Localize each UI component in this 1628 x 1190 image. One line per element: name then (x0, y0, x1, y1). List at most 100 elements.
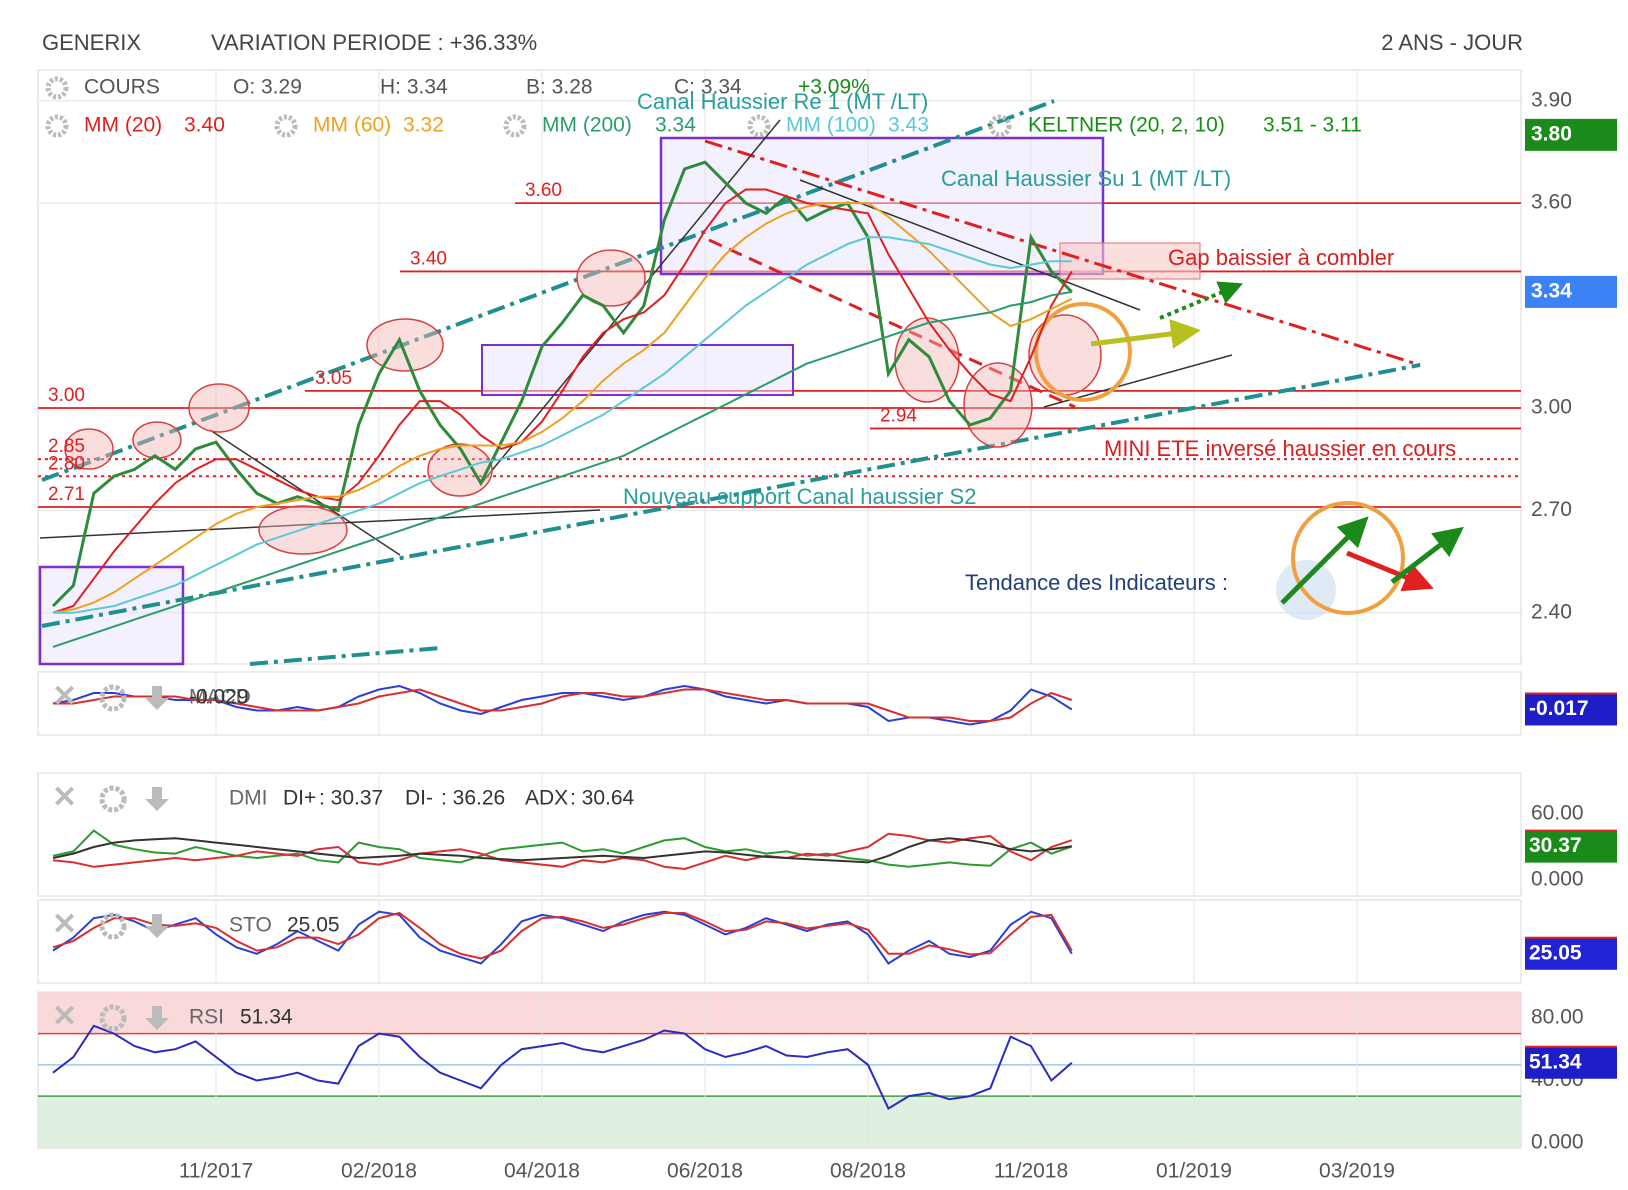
panel-grid (215, 900, 1358, 983)
indicator-value: 51.34 (240, 1006, 293, 1029)
settings-icon (45, 76, 69, 100)
overbought-zone (38, 992, 1521, 1034)
ohlc-label: COURS (84, 76, 160, 99)
price-marker (1525, 118, 1617, 151)
indicator-title: STO (229, 914, 272, 937)
value-box-label: -0.017 (1529, 697, 1589, 720)
annotation: Canal Haussier Re 1 (MT /LT) (637, 89, 928, 114)
legend-value: : 30.37 (319, 787, 383, 810)
x-tick-label: 11/2018 (994, 1160, 1068, 1183)
legend-name: DI+ (283, 787, 316, 810)
ohlc-item: O: 3.29 (233, 76, 302, 99)
annotation: Nouveau support Canal haussier S2 (623, 484, 976, 509)
x-tick-label: 01/2019 (1156, 1160, 1232, 1183)
ohlc-item: H: 3.34 (380, 76, 448, 99)
symbol: GENERIX (42, 30, 141, 55)
panel (37, 899, 1522, 984)
value-box-label: 25.05 (1529, 941, 1582, 964)
settings-icon (99, 684, 127, 712)
settings-icon (747, 114, 771, 138)
y-tick-label: 80.00 (1531, 1005, 1584, 1028)
series-line (52, 910, 1073, 965)
legend-name: MM (20) (84, 114, 162, 137)
x-tick-label: 08/2018 (830, 1160, 906, 1183)
y-tick-label: 0.000 (1531, 868, 1584, 891)
y-tick-label: 2.70 (1531, 498, 1572, 521)
settings-icon (503, 114, 527, 138)
ohlc-item: B: 3.28 (526, 76, 593, 99)
series-line (52, 829, 1073, 868)
legend-name: DI- (405, 787, 433, 810)
x-tick-label: 11/2017 (179, 1160, 253, 1183)
legend-value: 3.40 (184, 114, 225, 137)
move-icon (145, 787, 169, 811)
settings-icon (99, 1004, 127, 1032)
series-line (52, 832, 1073, 871)
legend-name: MM (60) (313, 114, 391, 137)
x-tick-label: 06/2018 (667, 1160, 743, 1183)
series-line (52, 684, 1073, 726)
level-label: 3.05 (315, 368, 352, 389)
panel (37, 671, 1522, 736)
settings-icon (45, 114, 69, 138)
panel (37, 772, 1522, 897)
y-tick-label: 3.60 (1531, 191, 1572, 214)
level-label: 3.00 (48, 385, 85, 406)
value-box-label: 30.37 (1529, 834, 1582, 857)
value-box (1525, 693, 1617, 726)
settings-icon (99, 785, 127, 813)
period: 2 ANS - JOUR (1381, 30, 1523, 55)
level-label: 3.40 (410, 248, 447, 269)
y-tick-label: 0.000 (1531, 1131, 1584, 1154)
move-icon (145, 686, 169, 710)
value-box (1525, 830, 1617, 863)
indicator-title: DMI (229, 787, 268, 810)
panel-grid (215, 773, 1358, 896)
move-icon (145, 1006, 169, 1030)
series-line (51, 160, 1073, 608)
legend-value: 3.32 (403, 114, 444, 137)
y-tick-label: 3.90 (1531, 88, 1572, 111)
legend-value: 3.43 (888, 114, 929, 137)
keltner-value: 3.51 - 3.11 (1263, 114, 1362, 137)
indicator-value: 25.05 (287, 914, 340, 937)
legend-name: MM (200) (542, 114, 632, 137)
legend-value: 3.34 (655, 114, 696, 137)
panel-grid (38, 992, 1521, 1148)
keltner-name: KELTNER (20, 2, 10) (1028, 114, 1225, 137)
series-line (52, 188, 1073, 614)
settings-icon (988, 114, 1012, 138)
settings-icon (99, 912, 127, 940)
series-line (53, 236, 1072, 614)
level-label: 2.85 (48, 436, 85, 457)
oversold-zone (38, 1096, 1521, 1148)
settings-icon (274, 114, 298, 138)
annotation: Tendance des Indicateurs : (965, 570, 1228, 595)
price-marker-label: 3.80 (1531, 122, 1572, 145)
annotation: Canal Haussier Su 1 (MT /LT) (941, 166, 1231, 191)
indicator-value: -0.029 (189, 686, 249, 709)
y-tick-label: 2.40 (1531, 600, 1572, 623)
value-box-label: 51.34 (1529, 1050, 1582, 1073)
legend-name: ADX (525, 787, 568, 810)
level-label: 3.60 (525, 180, 562, 201)
variation: VARIATION PERIODE : +36.33% (211, 30, 537, 55)
series-line (52, 911, 1073, 960)
price-marker (1525, 275, 1617, 308)
indicator-title: RSI (189, 1006, 224, 1029)
price-marker-label: 3.34 (1531, 279, 1572, 302)
level-label: 2.71 (48, 484, 85, 505)
level-label: 2.94 (880, 405, 917, 426)
close-icon: ✕ (52, 680, 77, 713)
close-icon: ✕ (52, 781, 77, 814)
y-tick-label: 60.00 (1531, 802, 1584, 825)
series-line (52, 837, 1072, 864)
annotation: MINI ETE inversé haussier en cours (1104, 436, 1456, 461)
level-label: 2.80 (48, 453, 85, 474)
legend-value: : 36.26 (441, 787, 505, 810)
annotation: Gap baissier à combler (1168, 245, 1394, 270)
value-box (1525, 1046, 1617, 1079)
series-line (52, 290, 1072, 648)
close-icon: ✕ (52, 908, 77, 941)
